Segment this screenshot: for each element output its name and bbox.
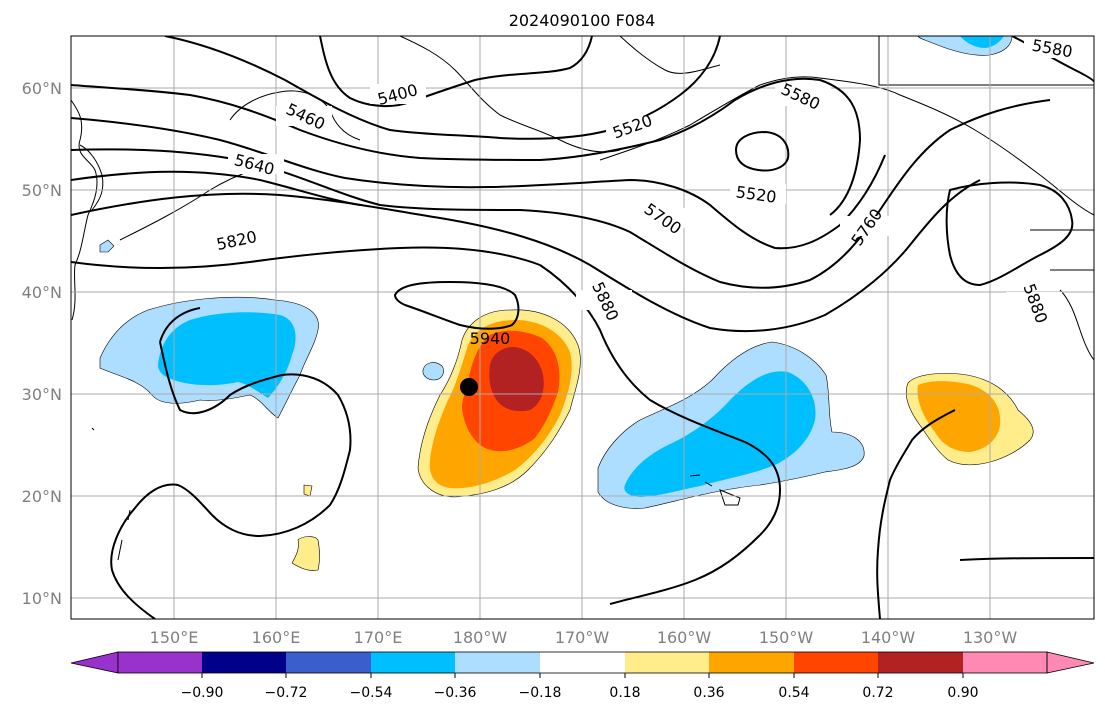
colorbar-ticks bbox=[201, 673, 964, 678]
colorbar-segment-6 bbox=[540, 652, 625, 673]
lon-label-130w: 130°W bbox=[963, 628, 1018, 647]
positive-anomaly-central-core bbox=[489, 347, 544, 412]
positive-anomaly-patch-tiny bbox=[303, 484, 313, 497]
colorbar-min-extension bbox=[70, 651, 119, 674]
lat-label-50n: 50°N bbox=[22, 181, 62, 200]
colorbar-label-8: 0.72 bbox=[862, 685, 893, 701]
colorbar: −0.90 −0.72 −0.54 −0.36 −0.18 0.18 0.36 … bbox=[70, 651, 1095, 701]
colorbar-label-7: 0.54 bbox=[778, 685, 809, 701]
positive-anomaly-east-core bbox=[917, 381, 1001, 452]
colorbar-segment-2 bbox=[202, 652, 286, 673]
colorbar-segment-11 bbox=[963, 652, 1047, 673]
colorbar-label-2: −0.54 bbox=[350, 685, 393, 701]
colorbar-segment-5 bbox=[455, 652, 540, 673]
lon-label-160w: 160°W bbox=[657, 628, 712, 647]
colorbar-segment-1 bbox=[118, 652, 202, 673]
graticule bbox=[71, 36, 1094, 619]
positive-anomaly-small-islet bbox=[422, 362, 444, 381]
negative-anomaly-east-core bbox=[624, 371, 816, 497]
lat-label-10n: 10°N bbox=[22, 589, 62, 608]
lat-label-60n: 60°N bbox=[22, 79, 62, 98]
colorbar-segment-3 bbox=[286, 652, 371, 673]
colorbar-label-5: 0.18 bbox=[609, 685, 640, 701]
colorbar-label-6: 0.36 bbox=[693, 685, 724, 701]
contour-label-5460: 5460 bbox=[283, 99, 328, 133]
latitude-labels: 60°N 50°N 40°N 30°N 20°N 10°N bbox=[22, 79, 62, 608]
location-marker bbox=[460, 378, 478, 396]
lat-label-30n: 30°N bbox=[22, 385, 62, 404]
lon-label-170e: 170°E bbox=[354, 628, 403, 647]
colorbar-segment-7 bbox=[625, 652, 709, 673]
colorbar-segment-10 bbox=[878, 652, 963, 673]
colorbar-label-0: −0.90 bbox=[181, 685, 224, 701]
contour-label-5700: 5700 bbox=[641, 199, 685, 238]
lat-label-20n: 20°N bbox=[22, 487, 62, 506]
lon-label-140w: 140°W bbox=[861, 628, 916, 647]
colorbar-frame bbox=[117, 651, 1048, 674]
map-frame bbox=[70, 35, 1095, 620]
colorbar-label-1: −0.72 bbox=[265, 685, 308, 701]
colorbar-label-9: 0.90 bbox=[947, 685, 978, 701]
longitude-labels: 150°E 160°E 170°E 180°W 170°W 160°W 150°… bbox=[150, 628, 1018, 647]
contour-label-5520-north: 5520 bbox=[610, 111, 655, 143]
lon-label-180w: 180°W bbox=[453, 628, 508, 647]
lon-label-160e: 160°E bbox=[252, 628, 301, 647]
colorbar-max-extension bbox=[1046, 651, 1095, 674]
colorbar-segment-4 bbox=[371, 652, 455, 673]
contour-labels: 5400 5460 5520 5520 5580 5580 5640 5700 … bbox=[210, 36, 1080, 348]
negative-anomaly-west-core bbox=[158, 312, 296, 398]
negative-anomaly-japan bbox=[99, 239, 115, 253]
colorbar-label-3: −0.36 bbox=[434, 685, 477, 701]
lon-label-150w: 150°W bbox=[759, 628, 814, 647]
colorbar-segment-8 bbox=[709, 652, 794, 673]
lon-label-150e: 150°E bbox=[150, 628, 199, 647]
contour-label-5580-alaska: 5580 bbox=[778, 79, 823, 113]
colorbar-segment-9 bbox=[794, 652, 878, 673]
anomaly-shading bbox=[99, 36, 1034, 571]
map-title: 2024090100 F084 bbox=[509, 11, 656, 30]
positive-anomaly-patch-south bbox=[291, 536, 320, 571]
lat-label-40n: 40°N bbox=[22, 283, 62, 302]
colorbar-label-4: −0.18 bbox=[519, 685, 562, 701]
contour-label-5940: 5940 bbox=[470, 329, 511, 348]
height-contours bbox=[71, 36, 1094, 619]
lon-label-170w: 170°W bbox=[555, 628, 610, 647]
negative-anomaly-northeast-core bbox=[960, 36, 1004, 48]
